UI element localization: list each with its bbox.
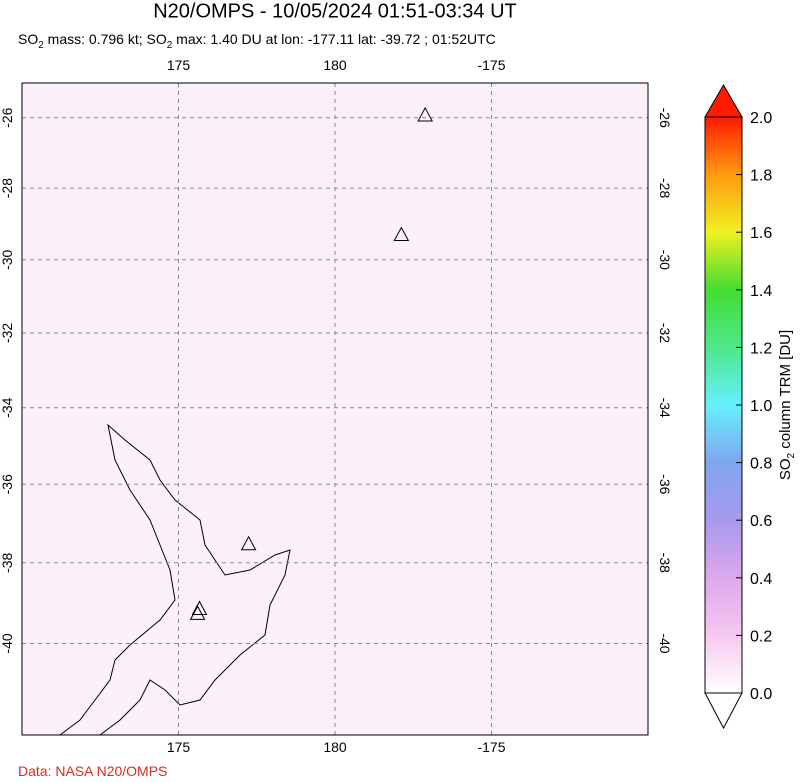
subtitle: SO2 mass: 0.796 kt; SO2 max: 1.40 DU at … <box>18 31 496 51</box>
y-tick-label-left: -38 <box>0 552 15 572</box>
x-tick-label-bottom: 180 <box>323 739 347 755</box>
y-tick-label-right: -38 <box>657 553 673 573</box>
y-tick-label-left: -30 <box>0 249 15 269</box>
y-tick-label-left: -36 <box>0 474 15 494</box>
x-tick-label-top: 180 <box>323 57 347 73</box>
x-tick-label-bottom: -175 <box>477 739 505 755</box>
source-note: Data: NASA N20/OMPS <box>18 763 167 779</box>
colorbar-tick-label: 0.0 <box>750 686 772 703</box>
subtitle-part: 2 <box>167 40 173 51</box>
grid <box>22 83 648 735</box>
colorbar-tick-label: 0.2 <box>750 628 772 645</box>
volcano-marker <box>417 106 433 122</box>
x-tick-label-bottom: 175 <box>167 739 191 755</box>
y-tick-label-right: -30 <box>657 250 673 270</box>
subtitle-part: max: 1.40 DU at lon: -177.11 lat: -39.72… <box>172 31 495 47</box>
y-tick-label-right: -26 <box>657 108 673 128</box>
colorbar-tick-label: 2.0 <box>750 110 772 127</box>
volcano-marker <box>189 605 206 620</box>
volcano-marker <box>393 226 410 242</box>
colorbar-tick-label: 1.8 <box>750 168 772 185</box>
colorbar-label-part: column TRM [DU] <box>777 330 794 453</box>
volcano-marker <box>191 600 208 615</box>
colorbar-tick-label: 0.8 <box>750 456 772 473</box>
y-tick-label-left: -28 <box>0 178 15 198</box>
colorbar-tick-label: 1.4 <box>750 283 772 300</box>
colorbar-tick-label: 1.6 <box>750 225 772 242</box>
colorbar-tick-label: 1.0 <box>750 398 772 415</box>
y-tick-label-right: -34 <box>657 398 673 418</box>
subtitle-part: SO <box>18 31 38 47</box>
x-tick-label-top: 175 <box>167 57 191 73</box>
colorbar-min-arrow <box>704 692 743 730</box>
x-tick-label-top: -175 <box>477 57 505 73</box>
y-tick-label-right: -40 <box>657 633 673 653</box>
chart-title: N20/OMPS - 10/05/2024 01:51-03:34 UT <box>153 0 517 22</box>
y-tick-label-right: -32 <box>657 323 673 343</box>
colorbar-label: SO2 column TRM [DU] <box>777 330 797 480</box>
colorbar-tick-label: 0.6 <box>750 513 772 530</box>
subtitle-part: mass: 0.796 kt; SO <box>44 31 167 47</box>
colorbar-tick-label: 1.2 <box>750 340 772 357</box>
colorbar-tick-label: 0.4 <box>750 571 772 588</box>
colorbar-label-part: SO <box>777 458 794 480</box>
colorbar-label-part: 2 <box>786 452 797 458</box>
y-tick-label-right: -28 <box>657 178 673 198</box>
y-tick-label-left: -26 <box>0 107 15 127</box>
coastline <box>58 423 291 736</box>
y-tick-label-left: -40 <box>0 633 15 653</box>
y-tick-label-left: -34 <box>0 397 15 417</box>
volcano-marker <box>240 535 257 551</box>
y-tick-label-left: -32 <box>0 323 15 343</box>
plot-background <box>22 83 648 735</box>
colorbar-max-arrow <box>704 84 743 118</box>
subtitle-part: 2 <box>38 40 44 51</box>
plot-frame <box>21 82 649 736</box>
y-tick-label-right: -36 <box>657 474 673 494</box>
